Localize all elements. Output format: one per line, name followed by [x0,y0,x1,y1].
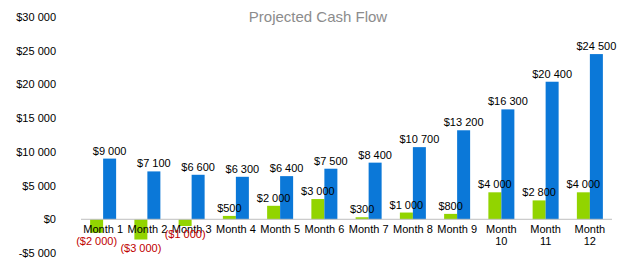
bar [400,213,413,220]
x-tick-label: Month 6 [305,223,345,235]
data-label: $24 500 [576,40,616,52]
y-tick-label: $0 [44,213,56,225]
x-tick-label-line: 11 [540,235,551,247]
data-label: ($3 000) [120,242,161,254]
bar [590,54,603,219]
tick-mark [78,84,81,85]
x-tick-label: Month 1 [83,223,123,235]
data-label: $3 000 [301,185,335,197]
x-tick-label-line: Month [486,223,517,235]
y-tick-label: -$5 000 [19,247,56,259]
bar [192,175,205,220]
tick-mark [78,253,81,254]
data-label: $4 000 [478,178,512,190]
data-label: ($2 000) [76,235,117,247]
tick-mark [78,17,81,18]
data-label: $7 500 [314,155,348,167]
x-tick-label: Month 7 [349,223,389,235]
x-tick-label: Month 9 [437,223,477,235]
bar [577,192,590,219]
y-tick-label: $15 000 [16,112,56,124]
data-label: $16 300 [488,95,528,107]
tick-mark [78,185,81,186]
data-label: $20 400 [532,68,572,80]
data-label: $6 600 [181,161,215,173]
bar [546,82,559,220]
data-label: $9 000 [93,145,127,157]
x-tick-label: Month11 [530,223,561,247]
y-tick-label: $20 000 [16,78,56,90]
x-tick-label: Month 4 [216,223,256,235]
title: Projected Cash Flow [249,8,388,25]
bar [444,214,457,219]
x-tick-label-line: Month [530,223,561,235]
data-label: $2 000 [257,192,291,204]
tick-mark [78,219,81,220]
tick-mark [78,118,81,119]
bar [533,200,546,219]
x-tick-label: Month12 [575,223,606,247]
y-tick-label: $25 000 [16,45,56,57]
chart: Projected Cash Flow -$5 000 $0 $5 000 $10 00… [0,0,636,269]
data-label: $500 [217,202,241,214]
data-label: $1 000 [390,199,424,211]
data-label: $800 [438,200,462,212]
data-label: $7 100 [137,157,171,169]
data-label: ($1 000) [165,228,206,240]
x-tick-label: Month 8 [393,223,433,235]
x-tick-label: Month 2 [128,223,168,235]
y-tick-label: $10 000 [16,146,56,158]
bar [103,159,116,220]
tick-mark [78,50,81,51]
data-label: $4 000 [567,178,601,190]
bars [90,54,603,239]
x-tick-label: Month10 [486,223,517,247]
data-label: $10 700 [399,133,439,145]
tick-mark [78,151,81,152]
data-label: $300 [350,203,374,215]
x-tick-label-line: 10 [495,235,507,247]
x-tick-label-line: 12 [584,235,596,247]
data-label: $8 400 [358,149,392,161]
x-tick-label: Month 5 [260,223,300,235]
bar [501,109,514,219]
bar [488,192,501,219]
bar [223,216,236,219]
zero-line [81,219,612,220]
data-label: $13 200 [444,116,484,128]
x-tick-label-line: Month [575,223,606,235]
y-tick-label: $30 000 [16,11,56,23]
bar [147,171,160,219]
bar [311,199,324,219]
y-tick-label: $5 000 [22,180,56,192]
data-label: $6 400 [270,162,304,174]
bar [267,206,280,219]
data-label: $6 300 [226,163,260,175]
data-label: $2 800 [522,186,556,198]
